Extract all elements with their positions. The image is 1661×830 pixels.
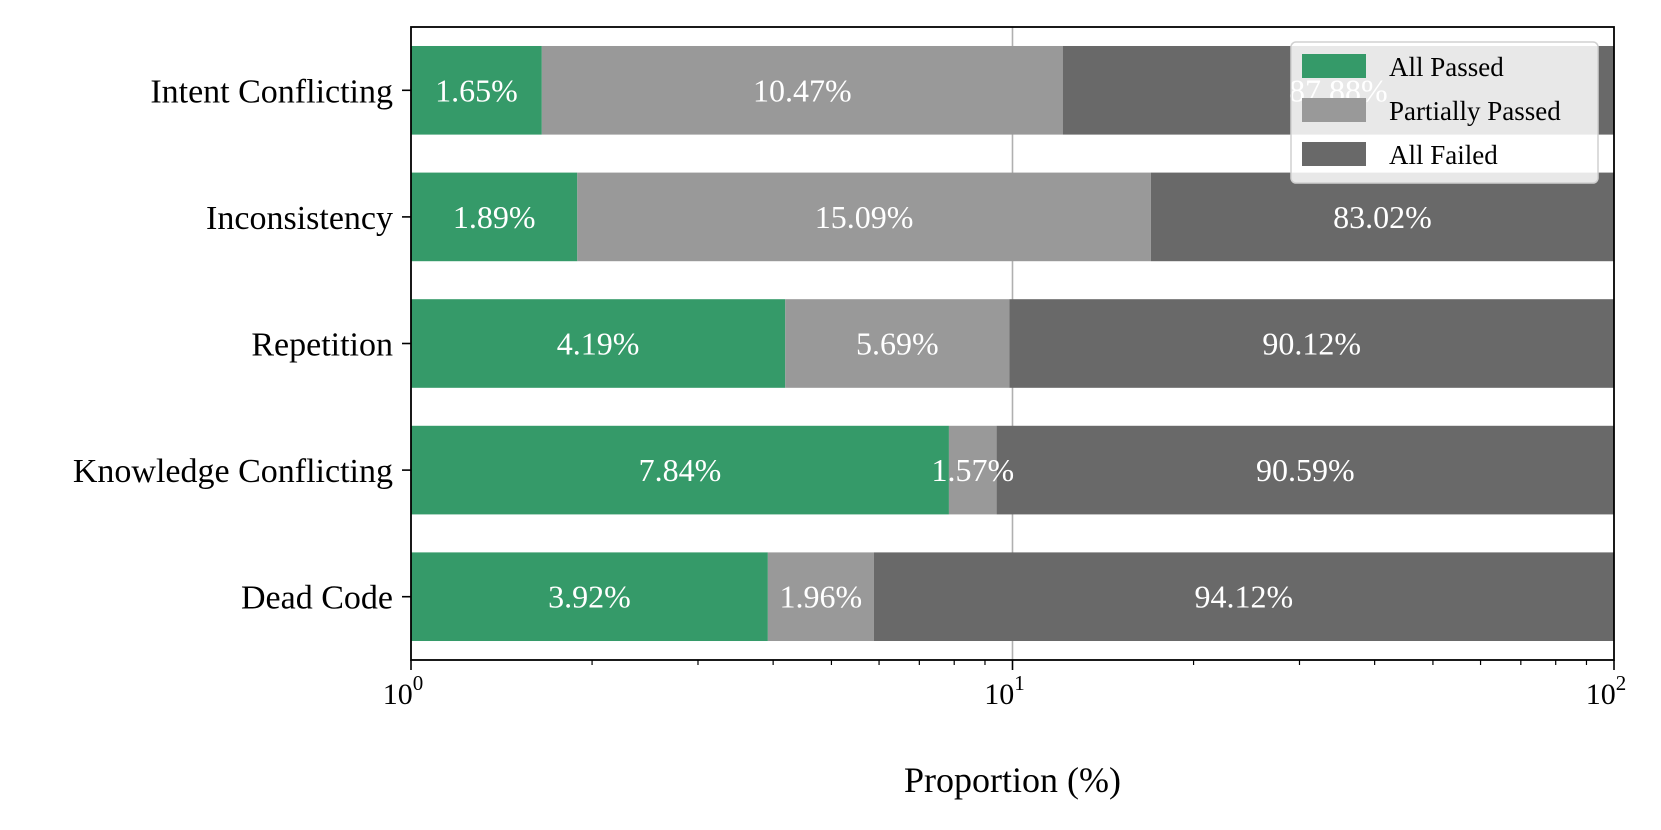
bar-inconsistency-all-passed [411, 172, 578, 262]
data-label: 90.59% [1256, 452, 1355, 488]
legend: All Passed Partially Passed All Failed [1290, 41, 1599, 184]
x-tick-label: 102 [1586, 671, 1627, 711]
bar-intent-conflicting-all-passed [411, 45, 542, 135]
bar-inconsistency-all-failed [1150, 172, 1614, 262]
x-tick-label: 101 [984, 671, 1025, 711]
category-label: Knowledge Conflicting [73, 453, 393, 490]
data-label: 1.96% [779, 579, 862, 615]
bar-knowledge-conflicting-all-failed [996, 425, 1614, 515]
bar-knowledge-conflicting-all-passed [411, 425, 949, 515]
legend-entry: Partially Passed [1389, 96, 1561, 126]
data-label: 7.84% [639, 452, 722, 488]
category-label: Intent Conflicting [150, 73, 393, 110]
category-label: Repetition [251, 327, 393, 364]
bar-inconsistency-partially-passed [577, 172, 1151, 262]
bar-knowledge-conflicting-partially-passed [948, 425, 997, 515]
legend-swatch [1302, 142, 1366, 166]
bar-repetition-all-failed [1009, 299, 1614, 388]
data-label: 83.02% [1333, 199, 1432, 235]
bars-layer [411, 45, 1614, 642]
bar-repetition-partially-passed [785, 299, 1010, 388]
legend-box [1290, 41, 1599, 184]
data-label: 3.92% [548, 579, 631, 615]
data-label: 90.12% [1262, 326, 1361, 362]
category-label: Inconsistency [206, 200, 393, 237]
legend-entry: All Failed [1389, 140, 1498, 170]
data-label: 4.19% [557, 326, 640, 362]
data-label: 5.69% [856, 326, 939, 362]
bar-dead-code-partially-passed [767, 552, 874, 642]
data-label: 1.57% [931, 452, 1014, 488]
data-label: 15.09% [815, 199, 914, 235]
data-label: 10.47% [753, 72, 852, 108]
data-label: 1.89% [453, 199, 536, 235]
legend-swatch [1302, 54, 1366, 78]
data-labels-layer: 1.65%10.47%87.88%1.89%15.09%83.02%4.19%5… [435, 72, 1432, 614]
data-label: 94.12% [1195, 579, 1294, 615]
bar-repetition-all-passed [411, 299, 786, 388]
bar-dead-code-all-failed [873, 552, 1614, 642]
x-tick-label: 100 [383, 671, 424, 711]
data-label: 1.65% [435, 72, 518, 108]
legend-entry: All Passed [1389, 52, 1504, 82]
x-axis-title: Proportion (%) [904, 760, 1121, 800]
bar-intent-conflicting-partially-passed [541, 45, 1063, 135]
axes-layer: Intent Conflicting Inconsistency Repetitio… [73, 26, 1627, 711]
category-label: Dead Code [241, 580, 393, 617]
legend-swatch [1302, 98, 1366, 122]
bar-dead-code-all-passed [411, 552, 768, 642]
